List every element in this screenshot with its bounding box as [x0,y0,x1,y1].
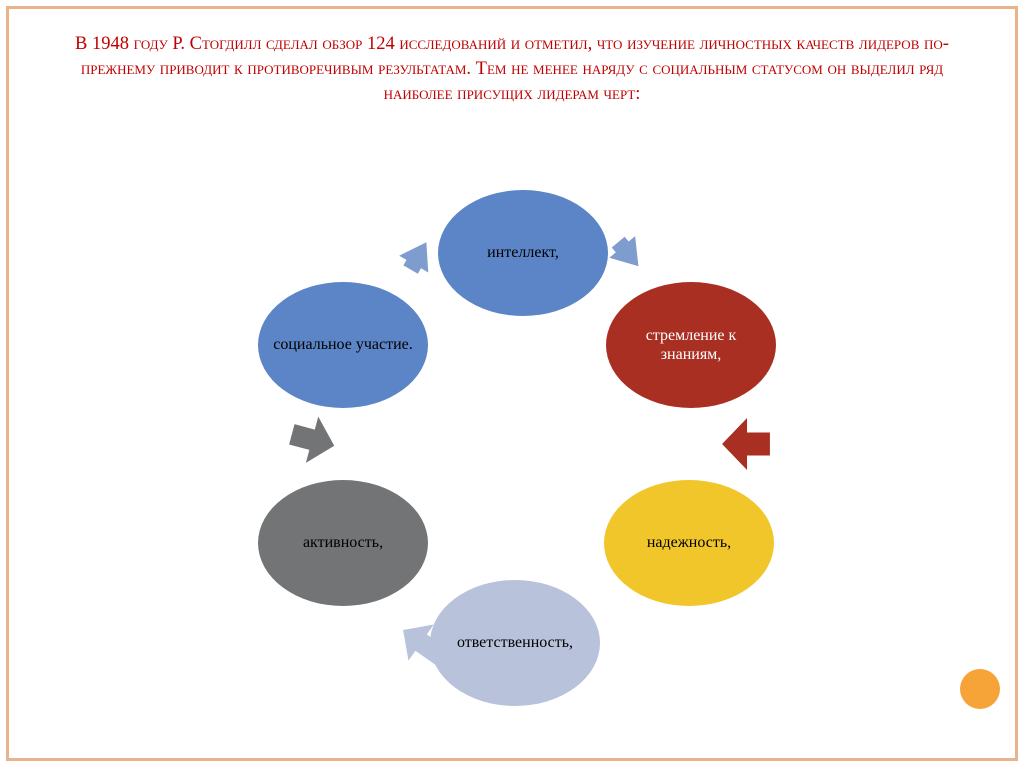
cycle-arrow [722,418,770,470]
decorative-dot [960,669,1000,709]
cycle-arrow [599,225,658,284]
node-activity: активность, [258,480,428,606]
node-reliability: надежность, [604,480,774,606]
slide-frame: В 1948 году Р. Стогдилл сделал обзор 124… [0,0,1024,767]
title-text: В 1948 году Р. Стогдилл сделал обзор 124… [75,34,949,104]
cycle-diagram: интеллект, стремление к знаниям, надежност… [0,150,1024,710]
node-label: интеллект, [487,243,559,262]
node-knowledge: стремление к знаниям, [606,282,776,408]
node-label: стремление к знаниям, [616,326,766,364]
node-label: активность, [303,533,383,552]
slide-title: В 1948 году Р. Стогдилл сделал обзор 124… [60,32,964,107]
node-intellect: интеллект, [438,190,608,316]
node-responsibility: ответственность, [430,580,600,706]
node-label: надежность, [647,533,731,552]
node-label: социальное участие. [273,335,413,354]
node-social: социальное участие. [258,282,428,408]
cycle-arrow [285,410,340,470]
node-label: ответственность, [457,633,573,652]
